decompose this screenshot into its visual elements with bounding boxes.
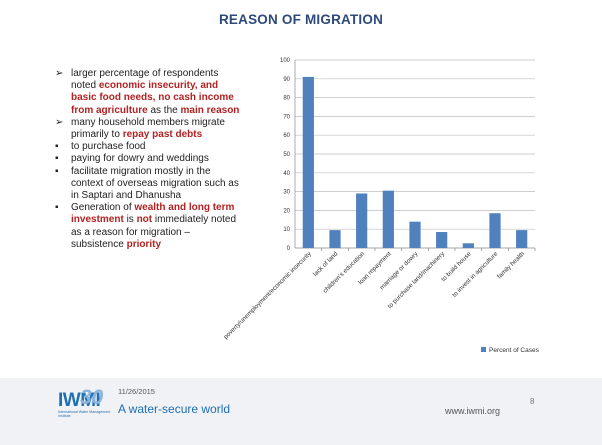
x-tick-label: to purchase land/machinery: [386, 250, 446, 310]
bullet-emphasis: wealth and long term investment: [71, 202, 235, 226]
bullet-item: ➢ many household members migrate primaril…: [55, 117, 245, 141]
bar: [329, 230, 341, 248]
bullet-marker-icon: ▪: [55, 202, 59, 214]
bullet-text: Generation of: [71, 202, 135, 214]
bar: [489, 213, 501, 248]
bullet-marker-icon: ▪: [55, 153, 59, 165]
bullet-text: facilitate migration mostly in the conte…: [71, 165, 239, 202]
bullet-text: to purchase food: [71, 141, 146, 153]
footer-tagline: A water-secure world: [118, 402, 231, 416]
bullet-text: larger percentage of respondents noted: [71, 68, 219, 92]
y-tick-label: 30: [283, 190, 290, 196]
slide-title: REASON OF MIGRATION: [218, 12, 384, 27]
bullet-text: is: [123, 214, 137, 226]
bullet-item: ▪ to purchase food: [55, 141, 245, 153]
bullet-text: paying for dowry and weddings: [71, 153, 209, 165]
bullet-emphasis: not: [136, 214, 153, 226]
bullet-emphasis: repay past debts: [122, 129, 203, 141]
footer-bar: [0, 378, 602, 445]
footer-date: 11/26/2015: [118, 387, 155, 396]
legend-label: Percent of Cases: [489, 347, 540, 354]
bullet-text: as the: [147, 104, 181, 116]
legend-swatch: [481, 347, 486, 352]
bar: [462, 243, 474, 248]
bullet-text: immediately noted as a reason for migrat…: [71, 214, 237, 250]
bullet-marker-icon: ▪: [55, 165, 59, 177]
bullet-emphasis: priority: [126, 238, 162, 250]
bar: [436, 232, 448, 248]
y-tick-label: 90: [283, 77, 290, 83]
y-tick-label: 80: [283, 96, 290, 102]
y-tick-label: 60: [283, 133, 290, 139]
bar-chart: 0 10 20 30 40 50 60 70 80 90 100 poverty/unemployme…: [222, 58, 540, 354]
bar: [356, 193, 368, 248]
y-tick-label: 100: [280, 58, 291, 64]
bullet-marker-icon: ▪: [55, 141, 59, 153]
bullet-marker-icon: ➢: [55, 116, 64, 128]
bar: [302, 76, 314, 248]
y-tick-label: 50: [283, 152, 290, 158]
x-tick-label: poverty/unemployment/economic insecurity: [222, 250, 313, 341]
y-tick-label: 20: [283, 208, 290, 214]
bullet-list: ➢ larger percentage of respondents noted …: [55, 68, 245, 251]
x-tick-label: to invest in agriculture: [451, 250, 500, 299]
bar: [516, 230, 528, 248]
iwmi-logo-subtitle: International Water Management Institute: [58, 410, 111, 419]
y-tick-label: 10: [283, 227, 290, 233]
y-tick-label: 0: [287, 246, 291, 252]
bar: [382, 190, 394, 248]
page-number: 8: [530, 397, 535, 406]
bar: [409, 221, 421, 248]
bullet-item: ➢ larger percentage of respondents noted …: [55, 68, 245, 117]
x-tick-label: family health: [496, 250, 526, 280]
bullet-item: ▪ Generation of wealth and long term inve…: [55, 202, 245, 251]
y-tick-label: 70: [283, 114, 290, 120]
bullet-marker-icon: ➢: [55, 68, 64, 79]
bullet-item: ▪ paying for dowry and weddings: [55, 153, 245, 165]
footer-url: www.iwmi.org: [445, 406, 501, 416]
bullet-item: ▪ facilitate migration mostly in the cont…: [55, 166, 245, 203]
bullet-text: many household members migrate primarily…: [71, 116, 225, 141]
y-tick-label: 40: [283, 171, 290, 177]
bullet-emphasis: economic insecurity, and basic food need…: [71, 80, 234, 116]
anniversary-30-logo: 30: [80, 386, 104, 409]
iwmi-logo: IWMI: [58, 390, 101, 411]
bullet-emphasis: main reason: [180, 104, 240, 116]
x-tick-label: lack of land: [312, 250, 340, 278]
